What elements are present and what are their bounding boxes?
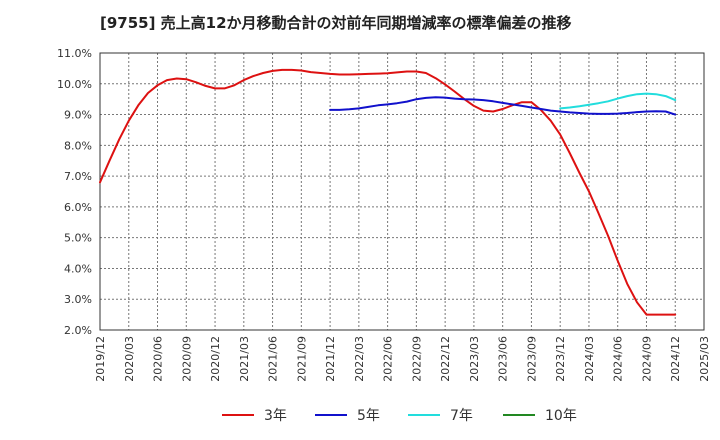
x-tick-label: 2021/12: [324, 336, 337, 382]
legend-label: 7年: [450, 408, 473, 424]
x-tick-label: 2019/12: [94, 336, 107, 382]
plot-frame: [99, 52, 705, 331]
x-tick-label: 2022/03: [353, 336, 366, 382]
x-tick-label: 2020/12: [209, 336, 222, 382]
y-tick-label: 4.0%: [64, 262, 92, 275]
legend-label: 5年: [357, 408, 380, 424]
series-line-2: [559, 92, 677, 110]
legend-item-2: 7年: [408, 404, 473, 426]
x-tick-label: 2020/03: [123, 336, 136, 382]
x-tick-label: 2021/03: [238, 336, 251, 382]
x-tick-label: 2022/09: [410, 336, 423, 382]
chart-svg: 2.0% 3.0% 4.0% 5.0% 6.0% 7.0% 8.0% 9.0% 10.0% 11.…: [57, 47, 711, 382]
y-tick-label: 5.0%: [64, 232, 92, 245]
x-tick-label: 2020/09: [180, 336, 193, 382]
legend-item-3: 10年: [503, 404, 577, 426]
y-tick-label: 8.0%: [64, 139, 92, 152]
x-tick-label: 2023/09: [525, 336, 538, 382]
chart-title: [9755] 売上高12か月移動合計の対前年同期増減率の標準偏差の推移: [100, 14, 572, 32]
x-tick-label: 2023/03: [468, 336, 481, 382]
x-tick-label: 2021/06: [267, 336, 280, 382]
y-tick-label: 3.0%: [64, 293, 92, 306]
x-tick-label: 2022/06: [382, 336, 395, 382]
x-tick-label: 2022/12: [439, 336, 452, 382]
x-tick-label: 2023/12: [554, 336, 567, 382]
legend-item-1: 5年: [315, 404, 380, 426]
x-tick-label: 2024/03: [583, 336, 596, 382]
x-tick-label: 2023/06: [497, 336, 510, 382]
x-tick-label: 2020/06: [152, 336, 165, 382]
y-tick-label: 11.0%: [57, 47, 92, 60]
legend-swatch: [408, 414, 440, 416]
series-line-1: [329, 96, 677, 116]
legend-swatch: [503, 414, 535, 416]
legend-label: 10年: [545, 408, 577, 424]
y-tick-label: 7.0%: [64, 170, 92, 183]
x-tick-label: 2021/09: [295, 336, 308, 382]
chart-legend: 3年 5年 7年 10年: [0, 400, 720, 430]
series-line-0: [99, 68, 677, 316]
x-tick-label: 2024/09: [640, 336, 653, 382]
legend-label: 3年: [264, 408, 287, 424]
legend-swatch: [315, 414, 347, 416]
y-tick-label: 6.0%: [64, 201, 92, 214]
y-tick-label: 9.0%: [64, 109, 92, 122]
y-tick-label: 10.0%: [57, 78, 92, 91]
legend-swatch: [222, 414, 254, 416]
x-tick-label: 2024/06: [612, 336, 625, 382]
plot-area: [100, 53, 704, 330]
x-tick-label: 2025/03: [698, 336, 711, 382]
legend-item-0: 3年: [222, 404, 287, 426]
y-tick-label: 2.0%: [64, 324, 92, 337]
x-tick-label: 2024/12: [669, 336, 682, 382]
